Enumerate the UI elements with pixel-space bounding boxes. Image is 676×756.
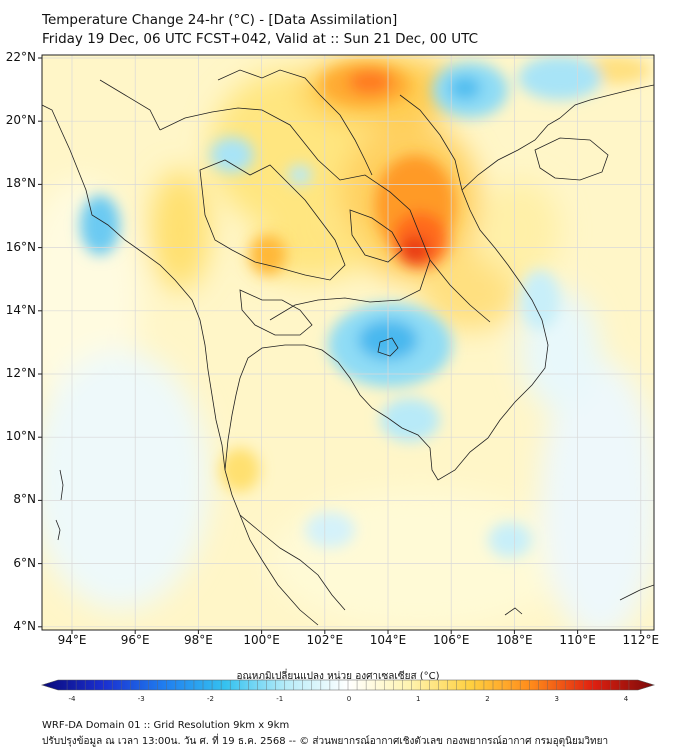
latitude-label: 14°N: [5, 302, 36, 317]
latitude-label: 22°N: [5, 50, 36, 64]
longitude-label: 102°E: [306, 633, 344, 647]
coastlines-and-borders: [42, 69, 654, 626]
graticule: [42, 55, 654, 630]
colorbar-label: อุณหภูมิเปลี่ยนแปลง หน่วย องศาเซลเซียส (…: [236, 671, 440, 682]
longitude-label: 100°E: [243, 633, 280, 647]
longitude-label: 98°E: [183, 633, 213, 647]
footer-model-info: WRF-DA Domain 01 :: Grid Resolution 9km …: [42, 720, 290, 731]
latitude-label: 16°N: [5, 239, 36, 254]
longitude-label: 112°E: [622, 633, 660, 647]
axis-ticks: [38, 57, 642, 634]
temperature-field: [42, 55, 654, 630]
longitude-label: 94°E: [57, 633, 87, 647]
map-title: Temperature Change 24-hr (°C) - [Data As…: [42, 12, 398, 28]
longitude-label: 104°E: [369, 633, 407, 647]
latitude-label: 18°N: [5, 176, 36, 191]
footer-credits: ปรับปรุงข้อมูล ณ เวลา 13:00น. วัน ศ. ที่…: [42, 736, 609, 747]
longitude-label: 108°E: [496, 633, 533, 647]
map-frame: [41, 54, 655, 631]
longitude-label: 110°E: [559, 633, 596, 647]
latitude-label: 20°N: [5, 113, 36, 128]
longitude-label: 96°E: [120, 633, 150, 647]
latitude-label: 4°N: [13, 618, 36, 633]
map-subtitle: Friday 19 Dec, 06 UTC FCST+042, Valid at…: [42, 31, 479, 47]
longitude-label: 106°E: [432, 633, 470, 647]
latitude-label: 8°N: [13, 492, 36, 507]
latitude-label: 6°N: [13, 555, 36, 570]
latitude-label: 12°N: [5, 366, 36, 380]
latitude-label: 10°N: [5, 429, 36, 444]
